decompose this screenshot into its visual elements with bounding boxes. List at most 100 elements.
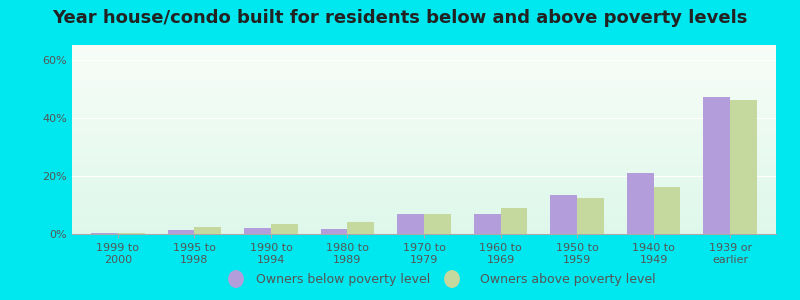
- Bar: [72, 229, 776, 230]
- Bar: [72, 167, 776, 168]
- Bar: [72, 80, 776, 81]
- Bar: [72, 180, 776, 181]
- Bar: [72, 209, 776, 210]
- Bar: [398, 214, 424, 234]
- Bar: [72, 112, 776, 113]
- Bar: [72, 205, 776, 206]
- Bar: [72, 215, 776, 216]
- Bar: [72, 103, 776, 104]
- Bar: [72, 116, 776, 117]
- Bar: [72, 56, 776, 57]
- Bar: [72, 89, 776, 90]
- Bar: [72, 107, 776, 108]
- Bar: [72, 199, 776, 200]
- Bar: [72, 219, 776, 220]
- Bar: [72, 79, 776, 80]
- Bar: [474, 214, 501, 234]
- Bar: [72, 66, 776, 67]
- Bar: [72, 168, 776, 169]
- Bar: [72, 159, 776, 160]
- Bar: [72, 213, 776, 214]
- Bar: [72, 77, 776, 78]
- Bar: [72, 102, 776, 103]
- Bar: [72, 124, 776, 125]
- Bar: [72, 210, 776, 211]
- Text: Owners above poverty level: Owners above poverty level: [480, 272, 656, 286]
- Bar: [72, 110, 776, 111]
- Bar: [72, 81, 776, 82]
- Bar: [72, 78, 776, 79]
- Bar: [72, 121, 776, 122]
- Bar: [72, 226, 776, 227]
- Bar: [72, 85, 776, 86]
- Bar: [72, 211, 776, 212]
- Bar: [72, 156, 776, 157]
- Text: Owners below poverty level: Owners below poverty level: [256, 272, 430, 286]
- Bar: [72, 133, 776, 134]
- Bar: [72, 104, 776, 106]
- Bar: [72, 192, 776, 194]
- Bar: [72, 129, 776, 130]
- Bar: [72, 177, 776, 178]
- Bar: [72, 228, 776, 229]
- Bar: [72, 85, 776, 87]
- Bar: [271, 224, 298, 234]
- Bar: [72, 197, 776, 198]
- Bar: [321, 229, 347, 234]
- Bar: [72, 214, 776, 215]
- Text: Year house/condo built for residents below and above poverty levels: Year house/condo built for residents bel…: [52, 9, 748, 27]
- Bar: [72, 189, 776, 190]
- Bar: [72, 111, 776, 112]
- Bar: [72, 136, 776, 137]
- Bar: [72, 45, 776, 46]
- Bar: [72, 91, 776, 92]
- Bar: [72, 143, 776, 144]
- Bar: [72, 61, 776, 62]
- Bar: [72, 203, 776, 204]
- Bar: [72, 99, 776, 100]
- Bar: [730, 100, 757, 234]
- Bar: [72, 128, 776, 129]
- Bar: [72, 64, 776, 65]
- Bar: [72, 113, 776, 114]
- Bar: [72, 130, 776, 131]
- Bar: [72, 204, 776, 205]
- Bar: [72, 172, 776, 173]
- Bar: [72, 141, 776, 142]
- Bar: [72, 145, 776, 146]
- Bar: [72, 87, 776, 88]
- Bar: [72, 207, 776, 208]
- Bar: [72, 221, 776, 222]
- Bar: [72, 231, 776, 232]
- Bar: [72, 158, 776, 159]
- Bar: [72, 49, 776, 50]
- Bar: [72, 154, 776, 156]
- Bar: [72, 100, 776, 101]
- Bar: [72, 165, 776, 166]
- Bar: [72, 201, 776, 202]
- Bar: [72, 222, 776, 223]
- Bar: [72, 83, 776, 84]
- Bar: [72, 186, 776, 187]
- Bar: [118, 233, 145, 234]
- Bar: [72, 58, 776, 59]
- Bar: [72, 51, 776, 52]
- Bar: [72, 162, 776, 163]
- Bar: [72, 198, 776, 199]
- Bar: [550, 195, 577, 234]
- Bar: [347, 222, 374, 234]
- Bar: [72, 171, 776, 172]
- Bar: [72, 50, 776, 51]
- Bar: [72, 187, 776, 188]
- Bar: [72, 195, 776, 196]
- Bar: [501, 208, 527, 234]
- Bar: [72, 232, 776, 233]
- Bar: [72, 53, 776, 54]
- Bar: [91, 232, 118, 234]
- Bar: [72, 173, 776, 175]
- Bar: [72, 178, 776, 179]
- Bar: [72, 119, 776, 120]
- Bar: [72, 164, 776, 165]
- Bar: [72, 94, 776, 95]
- Bar: [72, 54, 776, 56]
